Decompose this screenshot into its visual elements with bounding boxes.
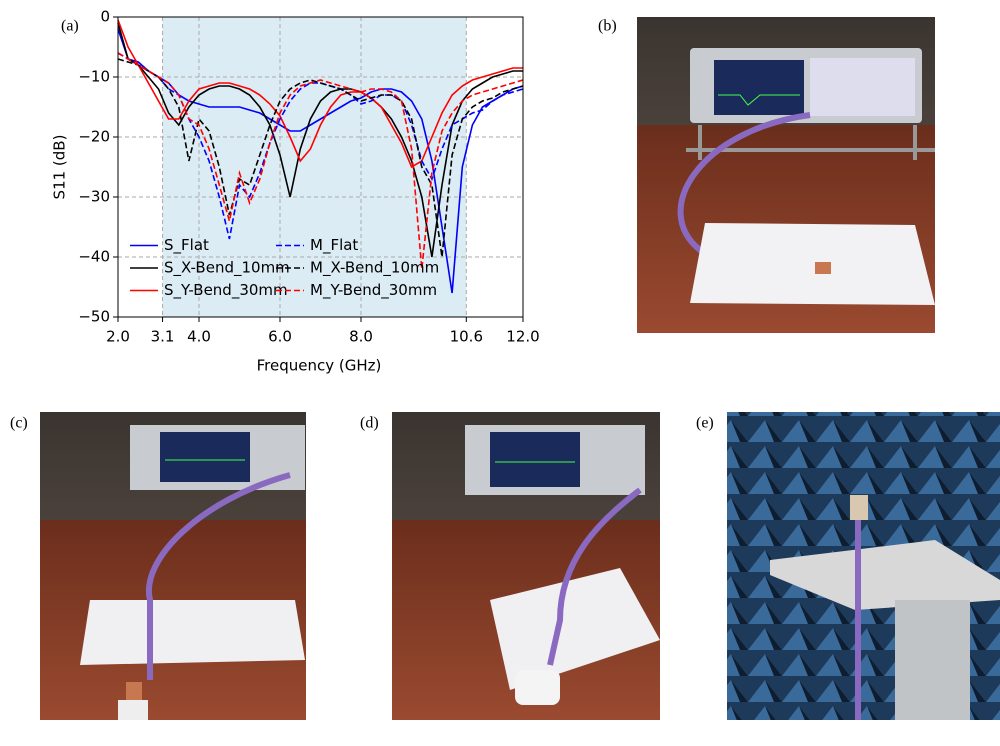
shaded-band (162, 17, 467, 317)
series-line (117, 52, 524, 270)
y-tick-label: −20 (78, 128, 110, 146)
series-line (117, 58, 524, 258)
x-tick-label: 2.0 (106, 328, 130, 346)
x-tick-label: 12.0 (506, 328, 539, 346)
y-tick-label: −50 (78, 308, 110, 326)
legend-label: S_Flat (164, 236, 209, 255)
x-tick-label: 3.1 (151, 328, 175, 346)
x-tick-label: 10.6 (450, 328, 483, 346)
plot-frame (117, 16, 524, 318)
legend-label: S_X-Bend_10mm (164, 259, 290, 278)
photo-d (392, 412, 660, 720)
panel-label: (e) (696, 415, 714, 432)
x-axis-label: Frequency (GHz) (257, 357, 382, 375)
y-tick-label: 0 (100, 8, 110, 26)
series-line (117, 19, 523, 169)
photo-e (727, 412, 1000, 720)
series-line (117, 28, 524, 294)
panel-label: (c) (10, 415, 28, 432)
legend-label: M_Flat (310, 236, 358, 255)
y-axis-label: S11 (dB) (51, 135, 69, 200)
photo-c (40, 412, 306, 720)
legend-label: M_Y-Bend_30mm (310, 281, 437, 300)
photo-b (637, 17, 935, 333)
x-tick-label: 4.0 (187, 328, 211, 346)
panel-label: (b) (598, 18, 617, 35)
x-tick-label: 8.0 (349, 328, 373, 346)
panel-label: (d) (360, 415, 379, 432)
y-tick-label: −10 (78, 68, 110, 86)
y-tick-label: −40 (78, 248, 110, 266)
x-tick-label: 6.0 (268, 328, 292, 346)
panel-label: (a) (61, 18, 79, 35)
legend-label: M_X-Bend_10mm (310, 259, 439, 278)
y-tick-label: −30 (78, 188, 110, 206)
legend-label: S_Y-Bend_30mm (164, 281, 288, 300)
